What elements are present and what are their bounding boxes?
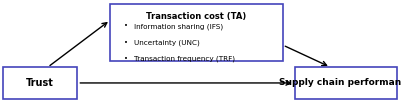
Text: Transaction cost (TA): Transaction cost (TA) (146, 12, 247, 21)
Text: •: • (124, 39, 128, 46)
Text: Uncertainty (UNC): Uncertainty (UNC) (134, 39, 200, 46)
Text: Supply chain performance: Supply chain performance (279, 78, 401, 87)
FancyBboxPatch shape (110, 4, 283, 61)
FancyBboxPatch shape (3, 67, 77, 99)
Text: Information sharing (IFS): Information sharing (IFS) (134, 23, 223, 30)
Text: •: • (124, 56, 128, 62)
Text: Transaction frequency (TRF): Transaction frequency (TRF) (134, 56, 235, 62)
Text: Trust: Trust (26, 78, 54, 88)
Text: •: • (124, 23, 128, 29)
FancyBboxPatch shape (295, 67, 397, 99)
